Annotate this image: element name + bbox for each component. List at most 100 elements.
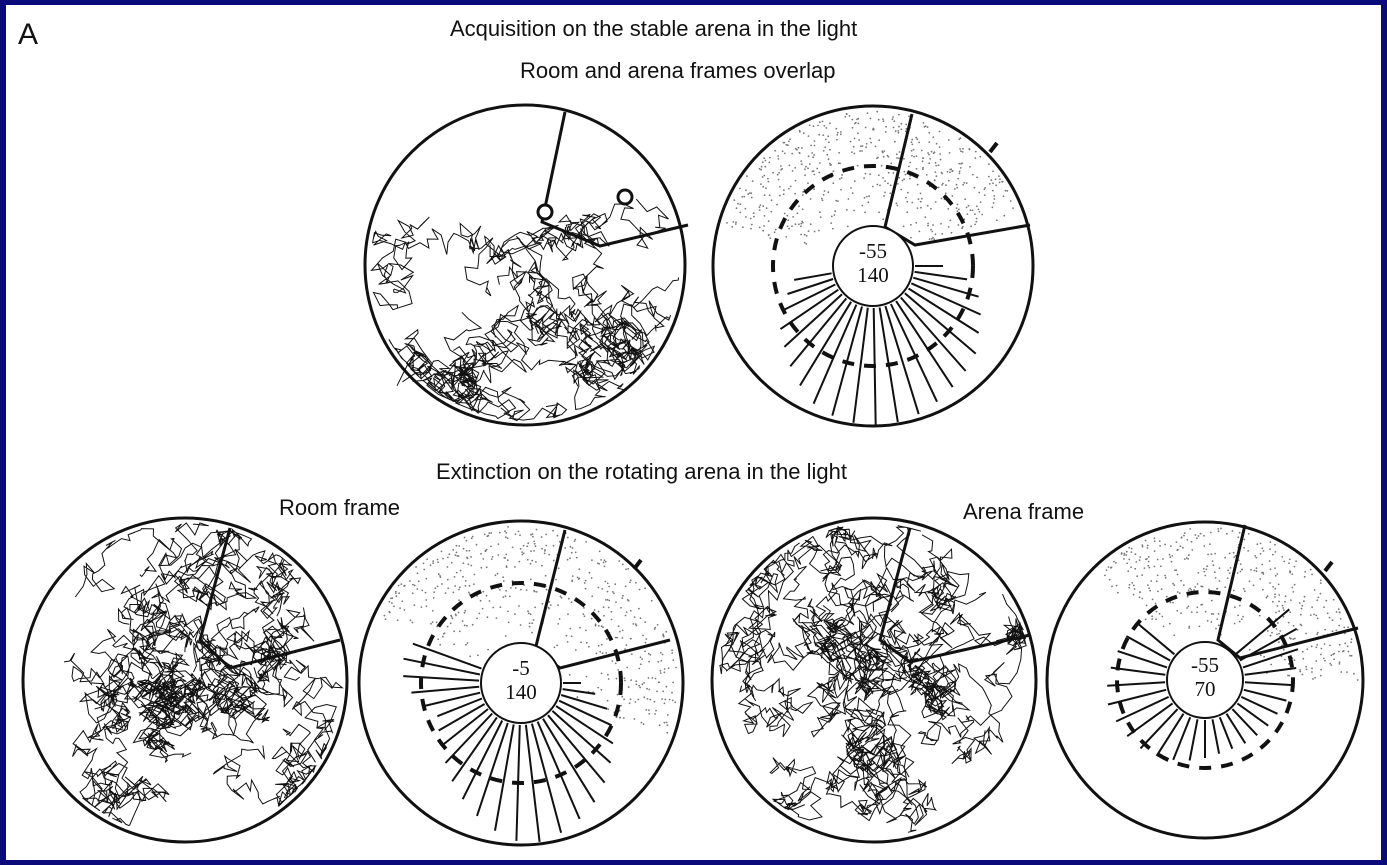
stipple-dot	[870, 141, 872, 144]
stipple-dot	[454, 613, 457, 616]
stipple-dot	[1113, 560, 1115, 563]
stipple-dot	[667, 667, 670, 669]
stipple-dot	[630, 679, 633, 681]
overlap-subtitle: Room and arena frames overlap	[520, 58, 836, 83]
stipple-dot	[991, 206, 994, 209]
track-path	[132, 695, 188, 763]
room-frame-track-paths	[63, 522, 344, 827]
stipple-dot	[898, 113, 900, 116]
stipple-dot	[748, 192, 751, 195]
stipple-dot	[1173, 634, 1176, 637]
stipple-dot	[429, 564, 432, 567]
stipple-dot	[846, 209, 848, 211]
stipple-dot	[932, 136, 935, 139]
stipple-dot	[1134, 553, 1137, 556]
stipple-dot	[976, 176, 978, 179]
stipple-dot	[882, 218, 885, 221]
stipple-dot	[530, 550, 532, 552]
stipple-dot	[812, 125, 815, 128]
stipple-dot	[811, 152, 814, 154]
stipple-dot	[437, 561, 439, 563]
stipple-dot	[983, 194, 986, 197]
stipple-dot	[998, 175, 1000, 178]
stipple-dot	[1350, 641, 1353, 644]
stipple-dot	[639, 663, 642, 666]
stipple-dot	[781, 150, 784, 153]
stipple-dot	[1215, 627, 1217, 630]
stipple-dot	[762, 205, 765, 208]
stipple-dot	[606, 638, 608, 640]
stipple-dot	[420, 606, 423, 608]
stipple-dot	[600, 688, 603, 691]
stipple-dot	[634, 623, 637, 626]
stipple-dot	[835, 127, 838, 130]
stipple-dot	[934, 201, 937, 203]
stipple-dot	[455, 571, 458, 574]
target-sector	[878, 527, 1031, 664]
stipple-dot	[1300, 613, 1302, 616]
stipple-dot	[857, 132, 859, 135]
stipple-dot	[504, 536, 507, 539]
stipple-dot	[483, 533, 486, 536]
stipple-dot	[934, 233, 937, 236]
stipple-dot	[786, 225, 789, 228]
stipple-dot	[1155, 580, 1158, 583]
stipple-dot	[629, 581, 631, 584]
stipple-dot	[1203, 570, 1206, 573]
stipple-dot	[1180, 612, 1182, 615]
stipple-dot	[648, 713, 651, 715]
stipple-dot	[788, 164, 791, 167]
stipple-dot	[495, 617, 498, 619]
stipple-dot	[739, 211, 742, 214]
stipple-dot	[480, 566, 483, 569]
stipple-dot	[594, 624, 597, 627]
stipple-dot	[1276, 605, 1279, 607]
stipple-dot	[647, 652, 650, 655]
stipple-dot	[502, 580, 505, 582]
stipple-dot	[533, 550, 535, 552]
stipple-dot	[548, 601, 551, 603]
stipple-dot	[1123, 558, 1125, 560]
stipple-dot	[434, 587, 437, 590]
stipple-dot	[810, 144, 812, 147]
stipple-dot	[758, 226, 761, 229]
stipple-dot	[884, 180, 886, 183]
stipple-dot	[1255, 570, 1258, 573]
stipple-dot	[935, 164, 938, 167]
stipple-dot	[807, 155, 810, 158]
stipple-dot	[1169, 556, 1172, 559]
stipple-dot	[1338, 661, 1341, 663]
stipple-dot	[751, 180, 754, 183]
stipple-dot	[1164, 574, 1166, 577]
stipple-dot	[850, 187, 852, 189]
stipple-dot	[644, 641, 647, 644]
stipple-dot	[852, 145, 855, 148]
track-path	[914, 570, 987, 637]
stipple-dot	[1309, 614, 1312, 616]
stipple-dot	[533, 542, 536, 545]
stipple-dot	[752, 212, 755, 215]
stipple-dot	[964, 198, 967, 201]
stipple-dot	[1136, 575, 1138, 578]
stipple-dot	[508, 595, 511, 598]
stipple-dot	[1243, 538, 1246, 541]
stipple-dot	[889, 184, 892, 187]
track-path	[370, 216, 430, 311]
stipple-dot	[876, 183, 879, 186]
stipple-dot	[482, 590, 485, 593]
stipple-dot	[931, 230, 934, 233]
stipple-dot	[459, 569, 462, 572]
stipple-dot	[475, 543, 478, 546]
stipple-dot	[659, 669, 662, 672]
stipple-dot	[567, 597, 570, 600]
stipple-dot	[932, 236, 934, 239]
stipple-dot	[908, 165, 910, 168]
stipple-dot	[908, 115, 910, 118]
stipple-dot	[941, 172, 944, 175]
stipple-dot	[1175, 541, 1178, 543]
stipple-dot	[643, 682, 645, 684]
stipple-dot	[802, 191, 804, 193]
stipple-dot	[1319, 579, 1322, 582]
stipple-dot	[801, 208, 804, 211]
track-path	[571, 213, 624, 387]
